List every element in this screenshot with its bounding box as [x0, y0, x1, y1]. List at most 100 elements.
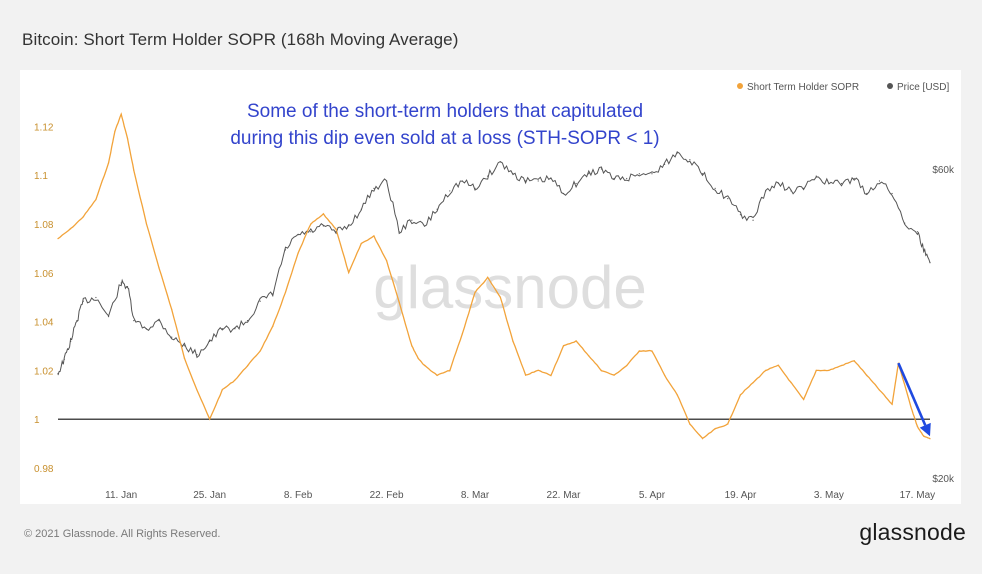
sopr-point: [588, 355, 590, 357]
sopr-point: [107, 162, 110, 164]
glassnode-logo: glassnode: [859, 519, 966, 545]
sopr-point: [221, 389, 223, 391]
sopr-point: [777, 364, 779, 367]
sopr-point: [840, 364, 843, 367]
price-point: [461, 180, 464, 182]
price-point: [221, 328, 223, 330]
price-point: [638, 173, 640, 175]
price-point: [828, 182, 830, 185]
sopr-point: [297, 252, 299, 254]
sopr-point: [335, 228, 337, 230]
price-point: [322, 225, 324, 227]
sopr-point: [815, 369, 817, 371]
sopr-point: [246, 364, 249, 367]
sopr-point: [95, 199, 97, 201]
price-point: [752, 219, 754, 221]
price-point: [259, 300, 261, 302]
sopr-point: [765, 369, 767, 371]
sopr-point: [651, 350, 653, 352]
price-point: [613, 177, 615, 180]
price-point: [63, 358, 65, 360]
price-point: [904, 222, 906, 224]
sopr-point: [417, 357, 419, 359]
price-point: [95, 296, 97, 299]
sopr-point: [727, 423, 729, 425]
price-point: [171, 336, 173, 338]
left-tick-label: 0.98: [34, 464, 54, 475]
price-point: [436, 208, 438, 210]
sopr-point: [512, 340, 514, 342]
sopr-point: [828, 369, 830, 371]
sopr-point: [360, 242, 362, 245]
sopr-point: [411, 345, 413, 347]
sopr-point: [385, 260, 388, 262]
left-tick-label: 1.06: [34, 269, 54, 280]
sopr-point: [196, 389, 198, 391]
price-point: [373, 187, 375, 189]
sopr-point: [499, 296, 501, 298]
price-point: [196, 354, 198, 356]
sopr-point: [57, 238, 59, 240]
legend-label-sopr: Short Term Holder SOPR: [747, 82, 859, 93]
sopr-point: [436, 374, 438, 376]
left-tick-label: 1.04: [34, 318, 54, 329]
legend-item-sopr[interactable]: Short Term Holder SOPR: [737, 82, 859, 93]
chart-title: Bitcoin: Short Term Holder SOPR (168h Mo…: [22, 30, 459, 49]
arrow-line: [897, 362, 927, 426]
arrow-head-icon: [919, 422, 931, 437]
price-point: [487, 175, 489, 177]
price-point: [537, 180, 539, 182]
price-point: [107, 316, 110, 318]
left-axis: 0.98 1 1.02 1.04 1.06 1.08 1.1 1.12: [34, 122, 54, 475]
price-point: [815, 175, 817, 177]
annotation-line-1: Some of the short-term holders that capi…: [247, 101, 643, 122]
price-point: [246, 319, 249, 322]
sopr-point: [82, 216, 84, 218]
x-tick-label: 8. Mar: [461, 490, 490, 501]
sopr-point: [929, 438, 931, 440]
price-point: [575, 182, 577, 185]
price-point: [891, 192, 893, 195]
price-point: [272, 293, 274, 295]
sopr-point: [575, 340, 577, 342]
x-tick-label: 3. May: [814, 490, 844, 501]
sopr-point: [562, 345, 565, 347]
sopr-point: [676, 394, 678, 396]
sopr-point: [398, 301, 400, 303]
price-point: [284, 249, 287, 251]
price-point: [398, 231, 400, 233]
price-point: [689, 159, 691, 161]
price-point: [310, 231, 312, 233]
annotation-line-2: during this dip even sold at a loss (STH…: [230, 128, 659, 149]
sopr-point: [878, 389, 881, 391]
x-tick-label: 11. Jan: [105, 490, 137, 501]
x-tick-label: 22. Mar: [547, 490, 582, 501]
sopr-point: [916, 425, 918, 428]
legend: Short Term Holder SOPR Price [USD]: [737, 82, 949, 93]
price-point: [209, 340, 211, 343]
sopr-point: [234, 379, 236, 381]
price-point: [923, 249, 925, 251]
sopr-point: [550, 374, 552, 376]
price-point: [727, 198, 729, 200]
price-point: [739, 214, 742, 216]
price-point: [929, 262, 931, 264]
price-point: [385, 180, 388, 182]
sopr-point: [114, 130, 116, 132]
sopr-point: [891, 403, 893, 406]
price-point: [803, 187, 805, 189]
sopr-point: [866, 374, 868, 376]
copyright-text: © 2021 Glassnode. All Rights Reserved.: [24, 528, 221, 540]
x-tick-label: 25. Jan: [193, 490, 226, 501]
price-series-line: [57, 151, 931, 376]
price-point: [600, 168, 603, 170]
sopr-point: [133, 169, 135, 171]
sopr-point: [714, 428, 716, 430]
legend-item-price[interactable]: Price [USD]: [887, 82, 949, 93]
price-point: [701, 173, 704, 175]
price-point: [916, 231, 918, 233]
sopr-point: [689, 423, 691, 425]
price-point: [348, 225, 350, 227]
price-point: [423, 225, 426, 227]
right-tick-label: $20k: [932, 474, 955, 485]
